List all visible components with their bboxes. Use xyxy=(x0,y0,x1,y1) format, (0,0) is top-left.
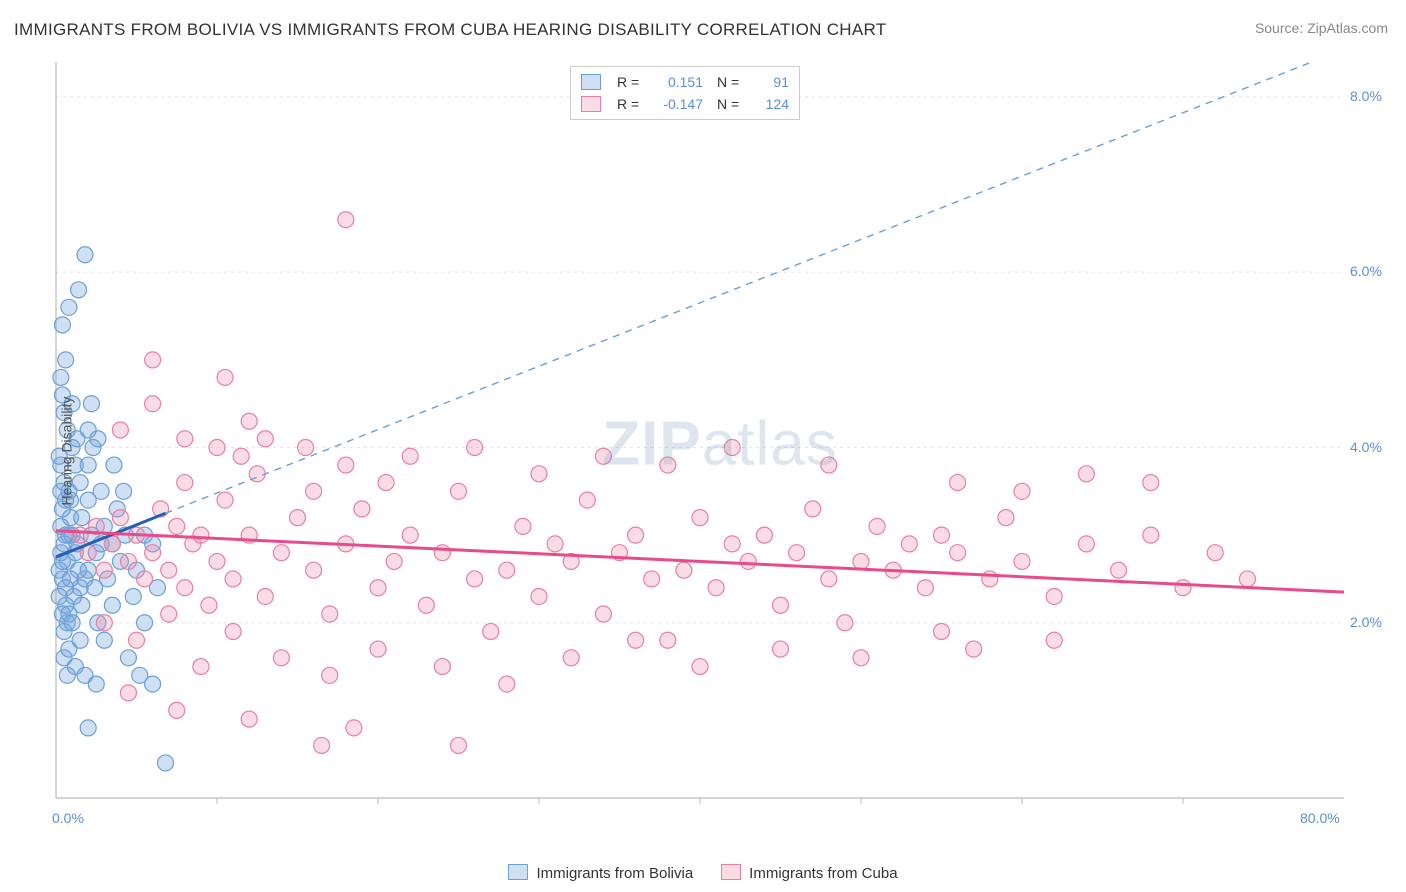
legend-swatch xyxy=(721,864,741,880)
y-tick-label: 8.0% xyxy=(1350,88,1382,104)
source-attribution: Source: ZipAtlas.com xyxy=(1255,20,1388,36)
legend-row: R = -0.147 N = 124 xyxy=(581,93,789,115)
series-name: Immigrants from Bolivia xyxy=(536,865,693,882)
r-value: 0.151 xyxy=(653,74,703,90)
n-label: N = xyxy=(717,74,745,90)
n-value: 91 xyxy=(753,74,789,90)
y-axis-label: Hearing Disability xyxy=(58,397,74,506)
scatter-chart xyxy=(48,56,1392,846)
r-label: R = xyxy=(617,74,645,90)
x-tick-label: 0.0% xyxy=(52,810,84,826)
n-value: 124 xyxy=(753,96,789,112)
legend-row: R = 0.151 N = 91 xyxy=(581,71,789,93)
chart-title: IMMIGRANTS FROM BOLIVIA VS IMMIGRANTS FR… xyxy=(14,20,886,40)
series-legend-item: Immigrants from Cuba xyxy=(721,864,897,882)
series-name: Immigrants from Cuba xyxy=(749,865,897,882)
legend-swatch xyxy=(581,74,601,90)
legend-swatch xyxy=(581,96,601,112)
series-legend-item: Immigrants from Bolivia xyxy=(508,864,693,882)
series-legend: Immigrants from Bolivia Immigrants from C… xyxy=(0,864,1406,882)
legend-swatch xyxy=(508,864,528,880)
correlation-legend: R = 0.151 N = 91 R = -0.147 N = 124 xyxy=(570,66,800,120)
y-tick-label: 4.0% xyxy=(1350,439,1382,455)
y-tick-label: 6.0% xyxy=(1350,263,1382,279)
n-label: N = xyxy=(717,96,745,112)
y-tick-label: 2.0% xyxy=(1350,614,1382,630)
chart-container: Hearing Disability ZIPatlas R =0.151N =9… xyxy=(48,56,1392,846)
r-label: R = xyxy=(617,96,645,112)
r-value: -0.147 xyxy=(653,96,703,112)
x-tick-label: 80.0% xyxy=(1300,810,1340,826)
